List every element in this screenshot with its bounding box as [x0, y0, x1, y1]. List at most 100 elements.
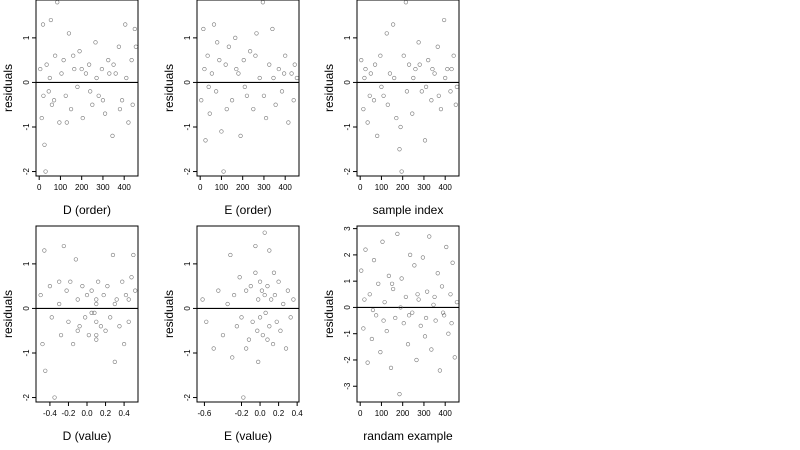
- scatter-point: [454, 300, 459, 305]
- scatter-point: [80, 115, 85, 121]
- scatter-point: [231, 292, 237, 298]
- y-tick-label: -1: [183, 123, 192, 131]
- scatter-point: [272, 292, 277, 298]
- scatter-point: [75, 328, 80, 333]
- y-tick-label: -1: [183, 349, 192, 357]
- scatter-point: [379, 84, 384, 89]
- scatter-point: [250, 319, 255, 324]
- scatter-point: [94, 301, 99, 307]
- y-tick-label: 2: [343, 252, 352, 257]
- scatter-point: [371, 258, 377, 263]
- scatter-point: [120, 279, 125, 284]
- scatter-point: [241, 58, 246, 63]
- scatter-point: [75, 84, 80, 89]
- x-tick-label: 400: [279, 183, 293, 192]
- scatter-point: [291, 98, 296, 103]
- scatter-point: [384, 31, 389, 36]
- scatter-point: [405, 342, 411, 347]
- scatter-point: [244, 346, 249, 351]
- scatter-point: [406, 313, 412, 318]
- scatter-point: [224, 107, 229, 112]
- scatter-point: [94, 75, 99, 81]
- scatter-point: [90, 102, 95, 107]
- x-tick-label: 300: [417, 183, 431, 192]
- scatter-point: [100, 98, 106, 103]
- y-axis-title: residuals: [1, 64, 15, 112]
- scatter-point: [49, 102, 55, 107]
- scatter-point: [238, 133, 243, 138]
- scatter-point: [397, 392, 402, 397]
- x-tick-label: 300: [257, 183, 271, 192]
- scatter-point: [132, 26, 137, 32]
- scatter-point: [257, 315, 263, 320]
- scatter-point: [382, 300, 387, 305]
- y-tick-label: -1: [22, 123, 31, 131]
- scatter-point: [68, 107, 74, 112]
- scatter-point: [66, 319, 71, 324]
- scatter-point: [445, 66, 450, 72]
- scatter-point: [451, 53, 456, 58]
- scatter-point: [219, 129, 224, 134]
- x-tick-label: -0.6: [198, 409, 212, 418]
- scatter-point: [220, 333, 226, 338]
- scatter-point: [261, 93, 267, 98]
- scatter-point: [278, 328, 283, 333]
- plot-frame: [35, 0, 139, 177]
- x-tick-label: 100: [375, 183, 389, 192]
- scatter-point: [413, 66, 418, 72]
- scatter-point: [381, 318, 386, 323]
- plot-frame: [356, 225, 460, 403]
- y-tick-label: 1: [183, 35, 192, 40]
- scatter-point: [47, 284, 53, 289]
- scatter-point: [96, 93, 101, 98]
- scatter-point: [86, 333, 91, 338]
- scatter-point: [401, 53, 406, 58]
- scatter-point: [385, 102, 390, 107]
- scatter-point: [130, 102, 135, 107]
- scatter-point: [399, 276, 404, 281]
- scatter-point: [440, 310, 446, 315]
- scatter-point: [211, 346, 216, 351]
- x-tick-label: 0: [358, 183, 363, 192]
- y-axis-title: residuals: [162, 290, 176, 338]
- scatter-point: [51, 98, 57, 103]
- scatter-point: [205, 53, 210, 58]
- scatter-point: [83, 315, 88, 320]
- scatter-point: [237, 275, 242, 280]
- plot-frame: [196, 225, 300, 403]
- x-tick-label: 200: [236, 183, 250, 192]
- scatter-point: [375, 133, 380, 138]
- scatter-point: [372, 62, 378, 67]
- scatter-point: [367, 292, 372, 297]
- x-tick-label: 300: [417, 409, 431, 418]
- scatter-point: [73, 257, 78, 262]
- y-tick-label: 1: [22, 261, 31, 266]
- scatter-point: [401, 321, 406, 326]
- scatter-point: [126, 297, 131, 302]
- x-tick-label: 100: [375, 409, 389, 418]
- y-axis-title: residuals: [162, 64, 176, 112]
- scatter-point: [265, 284, 270, 289]
- scatter-point: [94, 337, 99, 342]
- scatter-point: [399, 169, 404, 174]
- scatter-point: [439, 284, 445, 289]
- scatter-point: [391, 286, 396, 292]
- scatter-point: [84, 292, 90, 298]
- scatter-panel-3: 0 100 200 300 400 -2 -1 0 1 sample index residuals: [322, 0, 460, 217]
- scatter-point: [394, 115, 399, 121]
- scatter-point: [57, 120, 62, 125]
- scatter-point: [129, 275, 134, 280]
- scatter-point: [398, 124, 403, 130]
- scatter-point: [43, 368, 48, 373]
- scatter-point: [359, 268, 364, 273]
- scatter-point: [437, 368, 442, 373]
- x-tick-label: 100: [54, 183, 68, 192]
- scatter-point: [291, 297, 296, 302]
- y-axis-title: residuals: [1, 290, 15, 338]
- scatter-point: [406, 62, 412, 67]
- scatter-point: [260, 333, 265, 338]
- scatter-point: [110, 252, 116, 258]
- scatter-point: [38, 66, 43, 72]
- scatter-point: [133, 44, 138, 49]
- scatter-point: [367, 93, 372, 98]
